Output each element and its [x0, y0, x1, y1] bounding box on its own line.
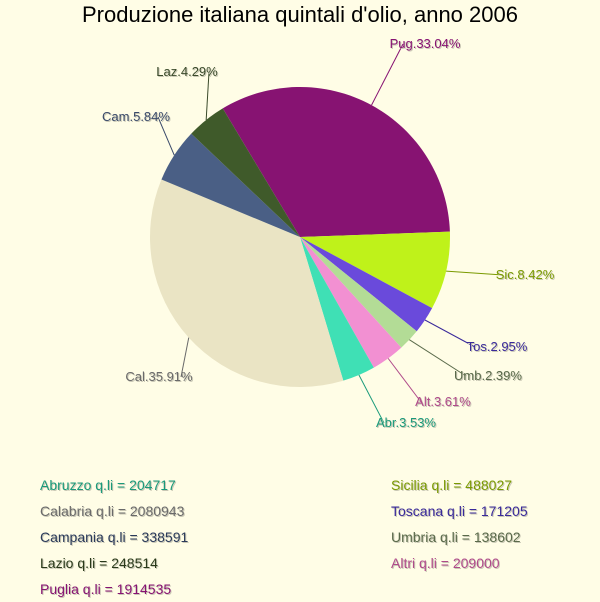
- slice-label: Sic.8.42%: [496, 267, 555, 282]
- pie-slice: [222, 86, 450, 237]
- leader-line: [358, 374, 385, 424]
- legend-item: Abruzzo q.li = 204717: [40, 477, 176, 493]
- leader-line: [424, 319, 476, 348]
- pie-slices: [149, 86, 450, 388]
- slice-label: Pug.33.04%: [390, 36, 461, 51]
- pie-chart: Pug.33.04% Sic.8.42% Tos.2.95% Umb.2.39% Alt…: [102, 36, 555, 430]
- leader-line: [387, 358, 422, 403]
- legend-item: Calabria q.li = 2080943: [40, 503, 185, 519]
- pie-slice: [191, 108, 300, 238]
- legend-item: Campania q.li = 338591: [40, 529, 189, 545]
- legend-item: Sicilia q.li = 488027: [391, 477, 513, 493]
- legend-item: Puglia q.li = 1914535: [40, 581, 172, 597]
- slice-label: Laz.4.29%: [156, 64, 218, 79]
- slice-label: Umb.2.39%: [454, 368, 522, 383]
- slice-label: Alt.3.61%: [415, 394, 471, 409]
- slice-label: Cam.5.84%: [102, 109, 170, 124]
- leader-lines: [157, 43, 504, 424]
- chart-title: Produzione italiana quintali d'olio, ann…: [82, 2, 518, 27]
- leader-line: [446, 270, 504, 276]
- slice-label: Abr.3.53%: [376, 415, 436, 430]
- leader-line: [180, 337, 190, 378]
- slice-label: Cal.35.91%: [125, 369, 193, 384]
- legend-left: Abruzzo q.li = 204717 Calabria q.li = 208…: [40, 472, 188, 602]
- legend-item: Altri q.li = 209000: [391, 555, 500, 571]
- pie-slice: [149, 179, 344, 388]
- legend-item: Toscana q.li = 171205: [391, 503, 528, 519]
- pie-slice: [300, 231, 450, 309]
- pie-slice: [300, 237, 433, 332]
- leader-line: [157, 116, 175, 156]
- pie-slice: [300, 237, 417, 348]
- legend-item: Lazio q.li = 248514: [40, 555, 158, 571]
- leader-line: [409, 339, 467, 377]
- legend-right: Sicilia q.li = 488027 Toscana q.li = 1712…: [391, 472, 528, 576]
- leader-line: [371, 43, 404, 106]
- pie-slice: [300, 237, 374, 381]
- pie-slice: [300, 237, 402, 368]
- leader-line: [205, 71, 210, 121]
- slice-labels: Pug.33.04% Sic.8.42% Tos.2.95% Umb.2.39% Alt…: [102, 36, 555, 430]
- pie-slice: [161, 133, 300, 237]
- legend-item: Umbria q.li = 138602: [391, 529, 521, 545]
- slice-label: Tos.2.95%: [467, 339, 528, 354]
